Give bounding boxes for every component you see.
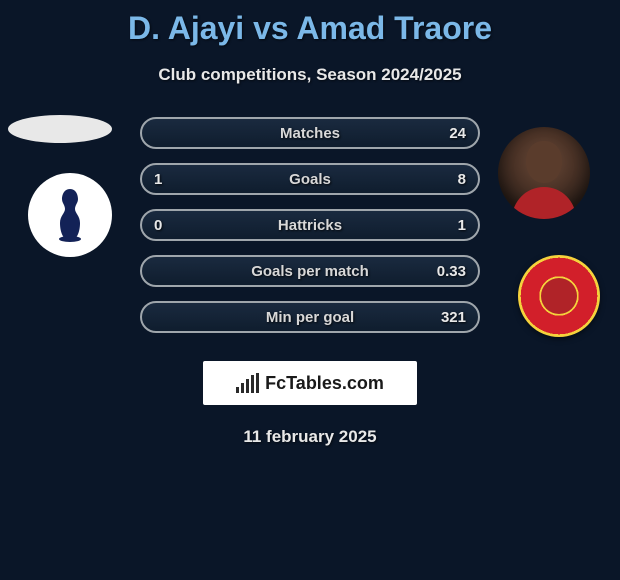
bars-icon <box>236 373 259 393</box>
stat-left-value: 0 <box>154 217 162 234</box>
stat-label: Hattricks <box>278 217 342 234</box>
stat-right-value: 24 <box>449 125 466 142</box>
stat-right-value: 1 <box>458 217 466 234</box>
page-title: D. Ajayi vs Amad Traore <box>0 0 620 47</box>
stat-right-value: 8 <box>458 171 466 188</box>
footer-brand-text: FcTables.com <box>265 373 384 394</box>
stats-table: Matches 24 1 Goals 8 0 Hattricks 1 Goals… <box>140 117 480 347</box>
stat-row-hattricks: 0 Hattricks 1 <box>140 209 480 241</box>
subtitle: Club competitions, Season 2024/2025 <box>0 65 620 85</box>
footer-brand-box: FcTables.com <box>203 361 417 405</box>
stat-label: Goals <box>289 171 331 188</box>
stat-row-min-per-goal: Min per goal 321 <box>140 301 480 333</box>
stat-right-value: 321 <box>441 309 466 326</box>
comparison-content: Matches 24 1 Goals 8 0 Hattricks 1 Goals… <box>0 115 620 355</box>
stat-right-value: 0.33 <box>437 263 466 280</box>
right-club-badge <box>518 255 600 337</box>
footer-date: 11 february 2025 <box>0 427 620 447</box>
stat-label: Goals per match <box>251 263 369 280</box>
left-club-badge <box>28 173 112 257</box>
right-player-avatar <box>498 127 590 219</box>
left-player-avatar <box>8 115 112 143</box>
stat-row-matches: Matches 24 <box>140 117 480 149</box>
tottenham-icon <box>50 187 90 243</box>
stat-left-value: 1 <box>154 171 162 188</box>
stat-row-goals-per-match: Goals per match 0.33 <box>140 255 480 287</box>
stat-row-goals: 1 Goals 8 <box>140 163 480 195</box>
stat-label: Matches <box>280 125 340 142</box>
stat-label: Min per goal <box>266 309 354 326</box>
